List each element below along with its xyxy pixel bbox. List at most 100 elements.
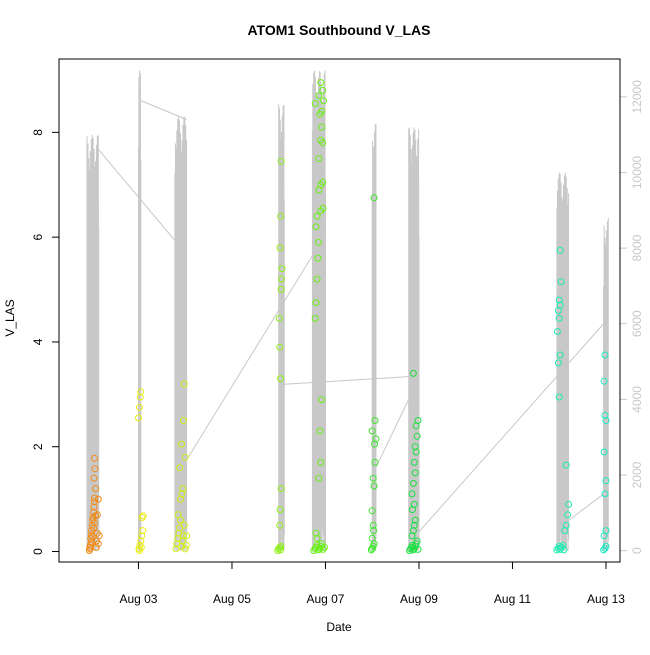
data-point — [91, 465, 99, 473]
data-point — [94, 495, 102, 503]
y-tick-label: 4 — [31, 338, 45, 345]
data-point — [410, 500, 418, 508]
y2-tick-label: 10000 — [630, 155, 644, 189]
x-tick-label: Aug 11 — [494, 592, 531, 606]
data-point — [370, 482, 378, 490]
data-point — [601, 490, 609, 498]
line-burst — [86, 134, 100, 551]
data-point — [555, 296, 563, 304]
data-point — [278, 265, 286, 273]
data-point — [559, 541, 567, 549]
data-point — [411, 443, 419, 451]
data-point — [410, 458, 418, 466]
data-point — [139, 527, 147, 535]
data-point — [409, 479, 417, 487]
y-axis-label: V_LAS — [3, 299, 17, 336]
data-point — [277, 212, 285, 220]
line-burst — [603, 217, 609, 551]
data-point — [553, 328, 561, 335]
data-point — [318, 123, 326, 131]
data-point — [181, 545, 189, 553]
y2-tick-label: 0 — [630, 547, 644, 554]
data-point — [369, 474, 377, 482]
data-point — [277, 375, 285, 383]
data-point — [183, 532, 191, 540]
data-point — [368, 534, 376, 542]
data-point — [179, 532, 187, 540]
data-point — [180, 380, 188, 388]
data-point — [317, 458, 325, 466]
data-point — [601, 411, 609, 419]
data-point — [319, 204, 327, 212]
data-point — [94, 540, 102, 548]
data-point — [555, 393, 563, 401]
data-point — [315, 92, 323, 100]
y-tick-label: 0 — [31, 548, 45, 555]
data-point — [367, 546, 375, 554]
data-point — [91, 454, 98, 462]
data-point — [136, 393, 144, 401]
data-point — [556, 301, 564, 309]
data-point — [318, 107, 326, 115]
line-burst — [556, 172, 570, 551]
data-point — [371, 417, 379, 424]
y-tick-label: 8 — [31, 129, 45, 136]
data-point — [317, 79, 325, 87]
data-point — [178, 490, 186, 498]
data-point — [174, 511, 182, 519]
data-point — [90, 503, 98, 511]
data-point — [368, 427, 376, 435]
data-point — [313, 534, 321, 542]
line-burst — [371, 124, 377, 551]
data-point — [371, 458, 379, 466]
data-point — [87, 534, 95, 542]
data-point — [414, 417, 422, 424]
data-point — [135, 403, 143, 411]
data-point — [556, 246, 564, 254]
data-point — [562, 461, 570, 469]
data-point — [178, 440, 185, 448]
line-connector — [568, 493, 604, 521]
line-connector — [186, 255, 313, 461]
data-point — [92, 485, 99, 493]
line-burst — [408, 127, 420, 551]
data-point — [556, 351, 564, 359]
data-point — [372, 435, 380, 443]
y-tick-label: 6 — [31, 233, 45, 240]
data-point — [369, 521, 377, 529]
chart-title: ATOM1 Southbound V_LAS — [247, 22, 430, 38]
x-tick-label: Aug 13 — [587, 592, 625, 606]
data-point — [178, 537, 186, 545]
data-point — [91, 519, 98, 527]
data-point — [277, 485, 285, 493]
data-point — [410, 521, 418, 529]
data-point — [315, 238, 322, 246]
data-point — [564, 511, 572, 519]
data-point — [562, 521, 570, 529]
data-point — [138, 532, 146, 540]
x-tick-label: Aug 07 — [306, 592, 344, 606]
data-point — [172, 545, 180, 553]
line-connector — [284, 376, 409, 385]
data-point — [89, 533, 97, 541]
data-point — [565, 500, 573, 508]
data-point — [321, 543, 328, 551]
data-point — [277, 546, 285, 554]
data-point — [409, 546, 417, 554]
data-point — [408, 490, 416, 498]
data-point — [278, 275, 285, 283]
data-point — [554, 359, 562, 367]
x-tick-label: Aug 05 — [213, 592, 251, 606]
data-point — [90, 474, 98, 482]
data-point — [602, 417, 610, 424]
data-point — [313, 212, 321, 220]
data-point — [277, 542, 285, 550]
data-point — [311, 314, 319, 322]
line-burst — [174, 115, 188, 551]
data-point — [320, 97, 328, 105]
data-point — [312, 299, 320, 307]
x-tick-label: Aug 03 — [119, 592, 157, 606]
data-point — [90, 524, 98, 532]
data-point — [413, 432, 421, 440]
